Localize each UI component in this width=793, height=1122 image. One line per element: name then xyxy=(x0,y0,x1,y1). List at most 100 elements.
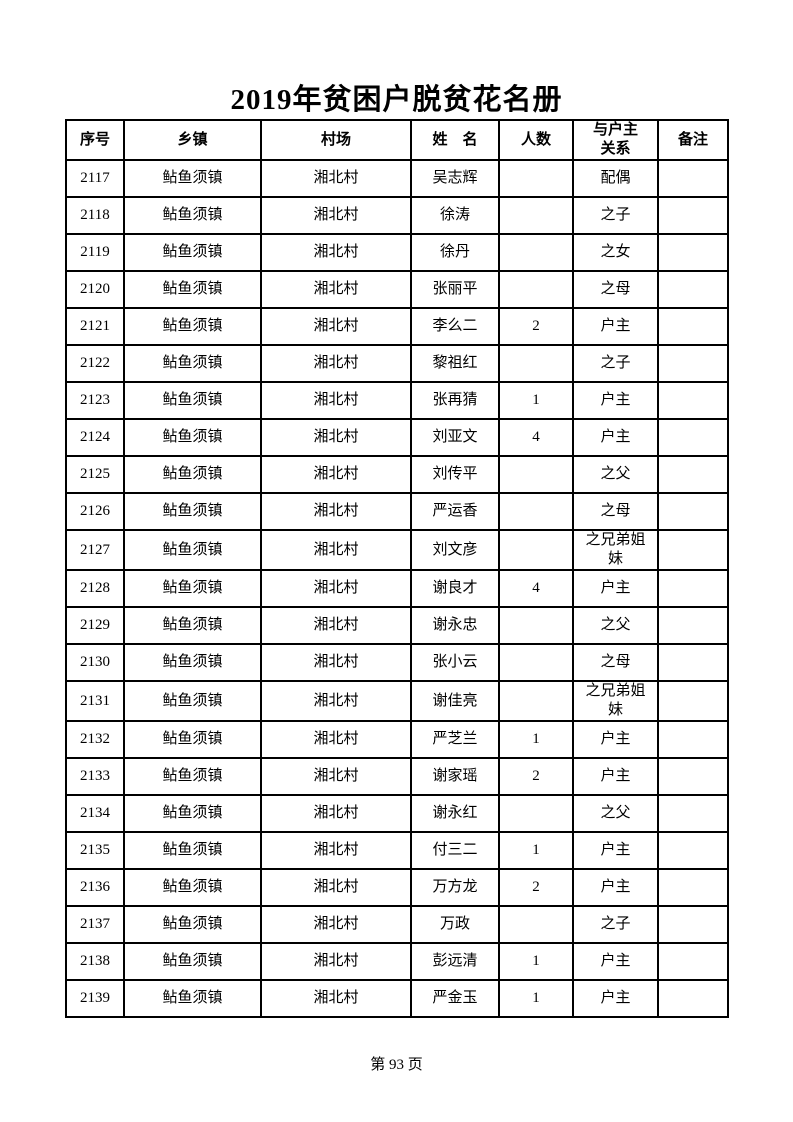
table-row: 2123 鲇鱼须镇 湘北村 张再猜 1 户主 xyxy=(65,381,729,420)
cell-village: 湘北村 xyxy=(260,270,412,309)
header-relation: 与户主关系 xyxy=(572,119,659,161)
cell-township: 鲇鱼须镇 xyxy=(123,680,262,722)
cell-index: 2123 xyxy=(65,381,125,420)
cell-name: 严金玉 xyxy=(410,979,500,1018)
table-row: 2135 鲇鱼须镇 湘北村 付三二 1 户主 xyxy=(65,831,729,870)
cell-remark xyxy=(657,418,729,457)
relation-text: 户主 xyxy=(600,429,631,445)
cell-township: 鲇鱼须镇 xyxy=(123,569,262,608)
cell-village: 湘北村 xyxy=(260,492,412,531)
header-index: 序号 xyxy=(65,119,125,161)
cell-relation: 之父 xyxy=(572,794,659,833)
roster-table: 序号 乡镇 村场 姓 名 人数 与户主关系 备注 2117 鲇鱼须镇 湘北村 吴志辉配… xyxy=(65,119,729,1018)
cell-count: 4 xyxy=(498,418,574,457)
cell-index: 2133 xyxy=(65,757,125,796)
cell-remark xyxy=(657,794,729,833)
cell-township: 鲇鱼须镇 xyxy=(123,455,262,494)
cell-village: 湘北村 xyxy=(260,979,412,1018)
cell-village: 湘北村 xyxy=(260,233,412,272)
cell-name: 谢永忠 xyxy=(410,606,500,645)
cell-count: 1 xyxy=(498,831,574,870)
cell-village: 湘北村 xyxy=(260,159,412,198)
cell-name: 谢佳亮 xyxy=(410,680,500,722)
cell-relation: 配偶 xyxy=(572,159,659,198)
cell-count xyxy=(498,529,574,571)
cell-remark xyxy=(657,680,729,722)
cell-township: 鲇鱼须镇 xyxy=(123,757,262,796)
cell-relation: 户主 xyxy=(572,831,659,870)
cell-remark xyxy=(657,868,729,907)
page-title: 2019年贫困户脱贫花名册 xyxy=(230,84,563,116)
relation-text: 之母 xyxy=(600,654,631,670)
cell-township: 鲇鱼须镇 xyxy=(123,868,262,907)
cell-township: 鲇鱼须镇 xyxy=(123,720,262,759)
table-row: 2130 鲇鱼须镇 湘北村 张小云 之母 xyxy=(65,643,729,682)
cell-relation: 之父 xyxy=(572,606,659,645)
cell-village: 湘北村 xyxy=(260,381,412,420)
relation-text: 之父 xyxy=(600,466,631,482)
table-row: 2134 鲇鱼须镇 湘北村 谢永红 之父 xyxy=(65,794,729,833)
cell-relation: 户主 xyxy=(572,868,659,907)
cell-name: 刘文彦 xyxy=(410,529,500,571)
cell-village: 湘北村 xyxy=(260,196,412,235)
cell-index: 2120 xyxy=(65,270,125,309)
cell-index: 2119 xyxy=(65,233,125,272)
table-row: 2121 鲇鱼须镇 湘北村 李么二 2 户主 xyxy=(65,307,729,346)
cell-remark xyxy=(657,492,729,531)
cell-count: 1 xyxy=(498,720,574,759)
cell-index: 2122 xyxy=(65,344,125,383)
cell-village: 湘北村 xyxy=(260,344,412,383)
cell-index: 2118 xyxy=(65,196,125,235)
relation-text: 户主 xyxy=(600,953,631,969)
cell-count: 1 xyxy=(498,942,574,981)
cell-count xyxy=(498,606,574,645)
cell-village: 湘北村 xyxy=(260,418,412,457)
cell-name: 严运香 xyxy=(410,492,500,531)
cell-name: 张再猜 xyxy=(410,381,500,420)
cell-village: 湘北村 xyxy=(260,794,412,833)
cell-index: 2126 xyxy=(65,492,125,531)
cell-township: 鲇鱼须镇 xyxy=(123,233,262,272)
cell-relation: 户主 xyxy=(572,720,659,759)
cell-township: 鲇鱼须镇 xyxy=(123,942,262,981)
cell-township: 鲇鱼须镇 xyxy=(123,196,262,235)
header-row: 序号 乡镇 村场 姓 名 人数 与户主关系 备注 xyxy=(65,119,729,161)
cell-township: 鲇鱼须镇 xyxy=(123,344,262,383)
cell-remark xyxy=(657,159,729,198)
cell-index: 2129 xyxy=(65,606,125,645)
cell-village: 湘北村 xyxy=(260,720,412,759)
cell-count: 2 xyxy=(498,307,574,346)
relation-text: 户主 xyxy=(600,879,631,895)
cell-name: 严芝兰 xyxy=(410,720,500,759)
cell-index: 2124 xyxy=(65,418,125,457)
cell-village: 湘北村 xyxy=(260,569,412,608)
cell-remark xyxy=(657,831,729,870)
cell-relation: 户主 xyxy=(572,307,659,346)
cell-count xyxy=(498,159,574,198)
cell-relation: 户主 xyxy=(572,757,659,796)
cell-remark xyxy=(657,529,729,571)
cell-township: 鲇鱼须镇 xyxy=(123,905,262,944)
cell-township: 鲇鱼须镇 xyxy=(123,381,262,420)
cell-relation: 之兄弟姐妹 xyxy=(572,680,659,722)
relation-text: 户主 xyxy=(600,990,631,1006)
cell-township: 鲇鱼须镇 xyxy=(123,418,262,457)
header-village: 村场 xyxy=(260,119,412,161)
cell-village: 湘北村 xyxy=(260,831,412,870)
cell-relation: 之子 xyxy=(572,905,659,944)
cell-remark xyxy=(657,720,729,759)
cell-count xyxy=(498,643,574,682)
relation-text: 之女 xyxy=(600,244,631,260)
cell-relation: 之母 xyxy=(572,492,659,531)
cell-count: 2 xyxy=(498,757,574,796)
cell-name: 黎祖红 xyxy=(410,344,500,383)
cell-count: 4 xyxy=(498,569,574,608)
cell-village: 湘北村 xyxy=(260,868,412,907)
relation-text: 之兄弟姐妹 xyxy=(585,683,646,718)
cell-count xyxy=(498,905,574,944)
cell-index: 2128 xyxy=(65,569,125,608)
cell-name: 徐涛 xyxy=(410,196,500,235)
relation-text: 之母 xyxy=(600,281,631,297)
cell-index: 2139 xyxy=(65,979,125,1018)
relation-text: 户主 xyxy=(600,842,631,858)
